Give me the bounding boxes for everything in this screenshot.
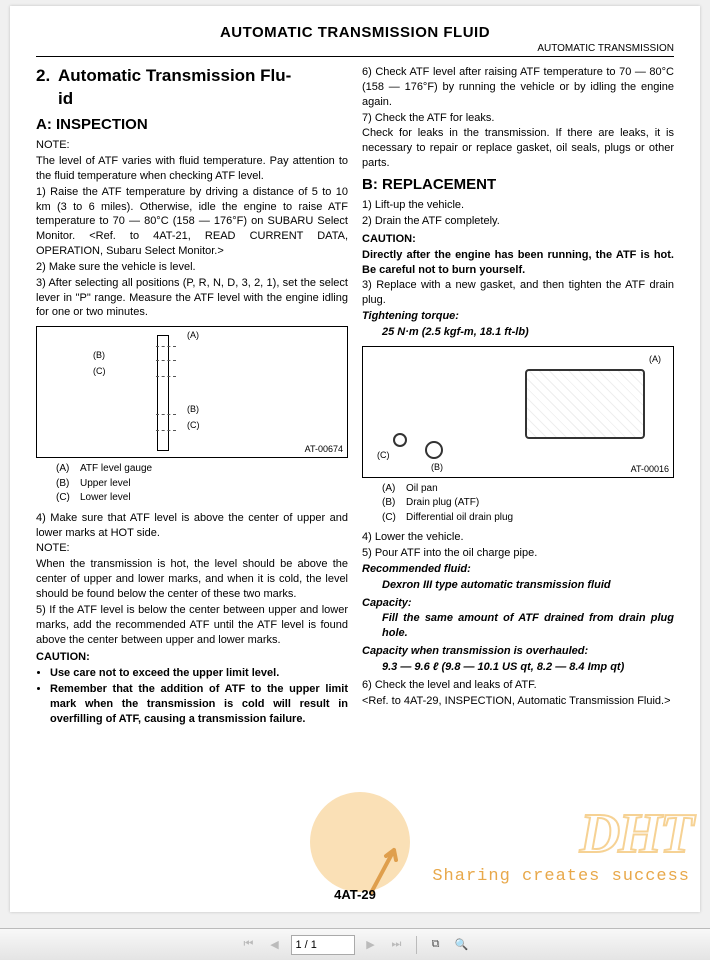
- caution-item-1: Use care not to exceed the upper limit l…: [50, 666, 348, 681]
- diff-plug-drawing: [393, 433, 407, 447]
- legend-key-a: (A): [56, 462, 80, 476]
- subsection-a-heading: A: INSPECTION: [36, 115, 348, 135]
- open-external-button[interactable]: ⧉: [426, 935, 446, 955]
- caution-label: CAUTION:: [36, 650, 348, 665]
- subsection-b-heading: B: REPLACEMENT: [362, 175, 674, 195]
- figure2-id: AT-00016: [631, 463, 669, 475]
- note-text: The level of ATF varies with fluid tempe…: [36, 154, 348, 184]
- right-column: 6) Check ATF level after raising ATF tem…: [362, 65, 674, 728]
- watermark-dht: DHT: [580, 802, 692, 866]
- next-page-button[interactable]: ▶: [361, 935, 381, 955]
- legend-key-c: (C): [56, 491, 80, 505]
- zoom-button[interactable]: 🔍: [452, 935, 472, 955]
- fig-label-a: (A): [187, 329, 199, 341]
- capacity2-value: 9.3 — 9.6 ℓ (9.8 — 10.1 US qt, 8.2 — 8.4…: [362, 660, 674, 675]
- step-1: 1) Raise the ATF temperature by driving …: [36, 185, 348, 259]
- figure-id: AT-00674: [305, 443, 343, 455]
- fig2-label-b: (B): [431, 461, 443, 473]
- fluid-label: Recommended fluid:: [362, 562, 674, 577]
- replace-step-2: 2) Drain the ATF completely.: [362, 214, 674, 229]
- step-6: 6) Check ATF level after raising ATF tem…: [362, 65, 674, 110]
- capacity-value: Fill the same amount of ATF drained from…: [362, 611, 674, 641]
- gauge-drawing: [157, 335, 169, 451]
- figure2-legend: (A)Oil pan (B)Drain plug (ATF) (C)Differ…: [382, 482, 674, 525]
- legend2-key-c: (C): [382, 511, 406, 525]
- caution-item-2: Remember that the addition of ATF to the…: [50, 682, 348, 727]
- fig2-label-a: (A): [649, 353, 661, 365]
- two-column-body: 2.Automatic Transmission Flu- id A: INSP…: [36, 65, 674, 728]
- replace-step-3: 3) Replace with a new gasket, and then t…: [362, 278, 674, 308]
- figure-oil-pan: (A) (B) (C) AT-00016: [362, 346, 674, 478]
- section-number: 2.: [36, 65, 58, 88]
- section-title-line2: id: [36, 88, 348, 111]
- step-2: 2) Make sure the vehicle is level.: [36, 260, 348, 275]
- legend2-val-c: Differential oil drain plug: [406, 512, 513, 523]
- step-4: 4) Make sure that ATF level is above the…: [36, 511, 348, 541]
- fig-label-c2: (C): [187, 419, 200, 431]
- drain-plug-drawing: [425, 441, 443, 459]
- prev-page-button[interactable]: ◀: [265, 935, 285, 955]
- oil-pan-drawing: [525, 369, 645, 439]
- replace-step-1: 1) Lift-up the vehicle.: [362, 198, 674, 213]
- replace-step-6-ref: <Ref. to 4AT-29, INSPECTION, Automatic T…: [362, 694, 674, 709]
- note2-text: When the transmission is hot, the level …: [36, 557, 348, 602]
- torque-value: 25 N·m (2.5 kgf-m, 18.1 ft-lb): [362, 325, 674, 340]
- page-number-input[interactable]: [291, 935, 355, 955]
- page-number: 4AT-29: [10, 887, 700, 902]
- document-page: AUTOMATIC TRANSMISSION FLUID AUTOMATIC T…: [10, 6, 700, 912]
- fluid-value: Dexron III type automatic transmission f…: [362, 578, 674, 593]
- figure1-legend: (A)ATF level gauge (B)Upper level (C)Low…: [56, 462, 348, 505]
- fig2-label-c: (C): [377, 449, 390, 461]
- figure-atf-gauge: (B) (C) (A) (B) (C) AT-00674: [36, 326, 348, 458]
- pdf-toolbar: ⏮ ◀ ▶ ⏭ ⧉ 🔍: [0, 928, 710, 960]
- legend-val-b: Upper level: [80, 478, 131, 489]
- replace-step-5: 5) Pour ATF into the oil charge pipe.: [362, 546, 674, 561]
- legend2-key-a: (A): [382, 482, 406, 496]
- watermark-tagline: Sharing creates success: [432, 867, 690, 886]
- replace-step-6: 6) Check the level and leaks of ATF.: [362, 678, 674, 693]
- fig-label-c: (C): [93, 365, 106, 377]
- toolbar-separator: [416, 936, 417, 954]
- legend-key-b: (B): [56, 477, 80, 491]
- legend2-key-b: (B): [382, 496, 406, 510]
- fig-label-b2: (B): [187, 403, 199, 415]
- fig-label-b: (B): [93, 349, 105, 361]
- left-column: 2.Automatic Transmission Flu- id A: INSP…: [36, 65, 348, 728]
- caution-text-r: Directly after the engine has been runni…: [362, 248, 674, 278]
- page-subtitle: AUTOMATIC TRANSMISSION: [36, 43, 674, 57]
- step-3: 3) After selecting all positions (P, R, …: [36, 276, 348, 321]
- capacity2-label: Capacity when transmission is overhauled…: [362, 644, 674, 659]
- capacity-label: Capacity:: [362, 596, 674, 611]
- caution-list: Use care not to exceed the upper limit l…: [36, 666, 348, 726]
- torque-label: Tightening torque:: [362, 309, 674, 324]
- legend-val-a: ATF level gauge: [80, 463, 152, 474]
- legend-val-c: Lower level: [80, 492, 131, 503]
- section-heading: 2.Automatic Transmission Flu- id: [36, 65, 348, 111]
- section-title-line1: Automatic Transmission Flu-: [58, 66, 291, 85]
- step-7: 7) Check the ATF for leaks.: [362, 111, 674, 126]
- legend2-val-a: Oil pan: [406, 483, 438, 494]
- caution-label-r: CAUTION:: [362, 232, 674, 247]
- replace-step-4: 4) Lower the vehicle.: [362, 530, 674, 545]
- step-7-detail: Check for leaks in the transmission. If …: [362, 126, 674, 171]
- legend2-val-b: Drain plug (ATF): [406, 497, 479, 508]
- first-page-button[interactable]: ⏮: [239, 935, 259, 955]
- step-5: 5) If the ATF level is below the center …: [36, 603, 348, 648]
- note2-label: NOTE:: [36, 541, 348, 556]
- last-page-button[interactable]: ⏭: [387, 935, 407, 955]
- note-label: NOTE:: [36, 138, 348, 153]
- page-title: AUTOMATIC TRANSMISSION FLUID: [36, 24, 674, 41]
